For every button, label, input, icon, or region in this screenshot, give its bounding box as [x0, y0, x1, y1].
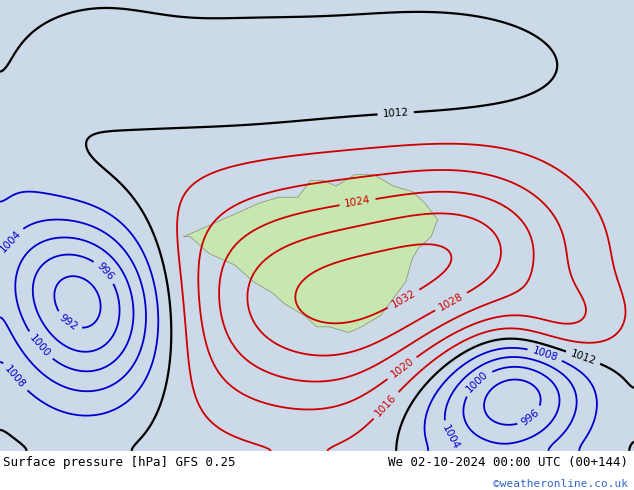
- Text: 1028: 1028: [437, 291, 465, 312]
- Text: 1008: 1008: [3, 364, 27, 391]
- Text: 996: 996: [520, 407, 541, 427]
- Text: 992: 992: [57, 313, 79, 332]
- Text: 1032: 1032: [390, 288, 418, 310]
- Polygon shape: [184, 175, 437, 333]
- Text: 1000: 1000: [27, 333, 52, 359]
- Text: 1020: 1020: [389, 356, 415, 380]
- Text: 1004: 1004: [440, 423, 461, 451]
- Text: Surface pressure [hPa] GFS 0.25: Surface pressure [hPa] GFS 0.25: [3, 456, 236, 469]
- Text: 1008: 1008: [531, 345, 559, 363]
- Text: We 02-10-2024 00:00 UTC (00+144): We 02-10-2024 00:00 UTC (00+144): [387, 456, 628, 469]
- Text: 996: 996: [94, 261, 115, 282]
- Text: 1000: 1000: [465, 369, 490, 395]
- Text: 1012: 1012: [569, 348, 597, 367]
- Text: 1004: 1004: [0, 228, 23, 254]
- Text: ©weatheronline.co.uk: ©weatheronline.co.uk: [493, 479, 628, 489]
- Text: 1012: 1012: [382, 107, 409, 119]
- Text: 1024: 1024: [344, 195, 372, 209]
- Text: 1016: 1016: [373, 392, 399, 418]
